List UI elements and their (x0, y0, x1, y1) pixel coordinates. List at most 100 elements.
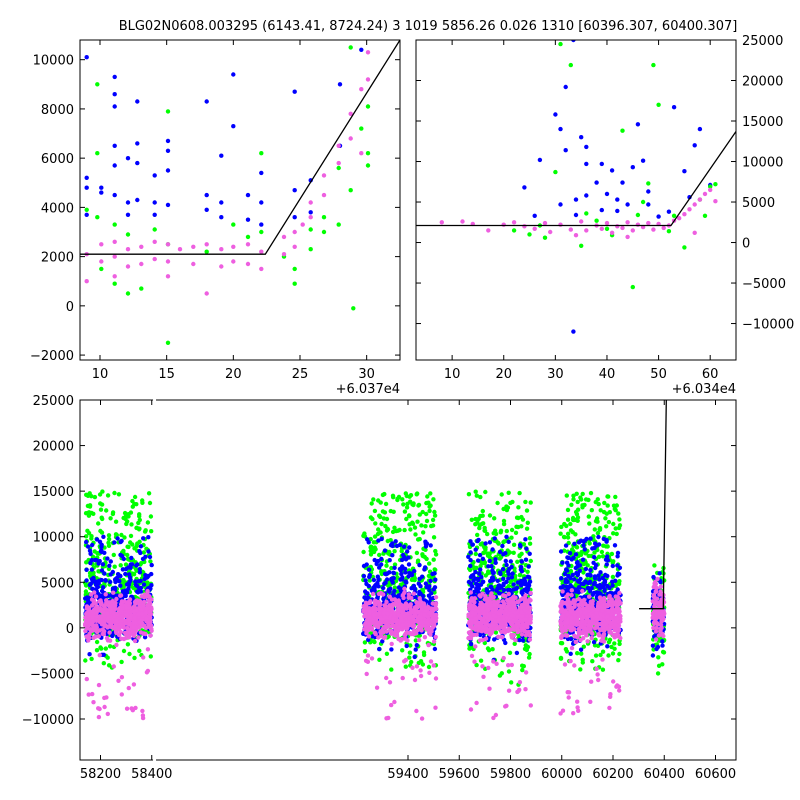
green-data-point (127, 651, 132, 657)
magenta-data-point (419, 716, 425, 721)
top-right-x-offset-label: +6.034e4 (672, 382, 736, 397)
magenta-data-point (625, 220, 630, 225)
green-data-point (407, 514, 412, 519)
blue-data-point (400, 575, 405, 580)
blue-data-point (204, 99, 209, 104)
blue-data-point (371, 577, 377, 583)
x-tick-label: 40 (599, 367, 616, 382)
green-data-point (408, 527, 413, 532)
magenta-data-point (467, 606, 472, 612)
green-data-point (89, 510, 94, 516)
blue-data-point (99, 577, 104, 583)
magenta-data-point (365, 50, 371, 55)
magenta-data-point (481, 620, 487, 625)
blue-data-point (469, 573, 475, 578)
magenta-data-point (134, 608, 139, 613)
green-data-point (105, 655, 110, 660)
green-data-point (510, 499, 515, 505)
green-data-point (604, 511, 609, 516)
green-data-point (609, 551, 615, 557)
magenta-data-point (98, 608, 103, 613)
green-data-point (152, 227, 157, 232)
blue-data-point (99, 190, 104, 195)
magenta-data-point (361, 604, 366, 609)
magenta-data-point (416, 637, 422, 643)
magenta-data-point (433, 705, 438, 710)
green-data-point (483, 573, 488, 578)
magenta-data-point (481, 611, 487, 616)
green-data-point (409, 659, 414, 665)
green-data-point (604, 524, 609, 529)
blue-data-point (476, 578, 481, 583)
green-data-point (600, 649, 606, 654)
magenta-data-point (498, 611, 503, 617)
magenta-data-point (403, 622, 409, 627)
green-data-point (520, 517, 526, 522)
green-data-point (574, 545, 580, 550)
magenta-data-point (84, 604, 90, 609)
green-data-point (617, 651, 622, 657)
blue-data-point (403, 566, 408, 572)
magenta-data-point (491, 715, 496, 721)
magenta-data-point (336, 143, 341, 148)
blue-data-point (526, 586, 531, 591)
blue-data-point (90, 542, 95, 548)
blue-data-point (522, 185, 527, 190)
green-data-point (417, 633, 422, 638)
magenta-data-point (125, 264, 131, 269)
magenta-data-point (292, 229, 297, 235)
blue-data-point (387, 589, 392, 594)
magenta-data-point (375, 612, 380, 617)
blue-data-point (508, 559, 513, 564)
blue-data-point (165, 148, 171, 153)
green-data-point (613, 526, 618, 531)
magenta-data-point (259, 266, 264, 272)
magenta-data-point (496, 617, 502, 622)
magenta-data-point (143, 625, 149, 631)
green-data-point (525, 569, 530, 574)
green-data-point (594, 218, 599, 223)
blue-data-point (475, 538, 480, 544)
green-data-point (379, 569, 384, 575)
magenta-data-point (433, 618, 439, 623)
green-data-point (420, 509, 425, 515)
green-data-point (558, 655, 564, 661)
blue-data-point (149, 583, 154, 588)
blue-data-point (584, 144, 589, 150)
green-data-point (579, 497, 584, 502)
x-tick-label: 20 (495, 367, 512, 382)
magenta-data-point (412, 605, 418, 610)
green-data-point (392, 525, 397, 530)
blue-data-point (259, 170, 264, 176)
magenta-data-point (625, 234, 630, 240)
magenta-data-point (373, 630, 378, 636)
blue-data-point (135, 141, 140, 146)
magenta-data-point (141, 655, 146, 660)
magenta-data-point (400, 622, 405, 628)
blue-data-point (476, 586, 481, 591)
green-data-point (402, 509, 408, 514)
blue-data-point (99, 544, 104, 549)
blue-data-point (84, 567, 89, 572)
magenta-data-point (139, 261, 144, 267)
blue-data-point (604, 191, 610, 197)
magenta-data-point (83, 628, 88, 634)
magenta-data-point (494, 661, 499, 666)
magenta-data-point (508, 620, 514, 625)
green-data-point (666, 229, 672, 234)
green-data-point (610, 651, 616, 656)
green-data-point (603, 516, 608, 521)
green-data-point (125, 642, 131, 647)
blue-data-point (424, 541, 430, 546)
blue-data-point (84, 175, 89, 180)
magenta-data-point (137, 619, 142, 625)
magenta-data-point (363, 612, 369, 617)
magenta-data-point (245, 242, 251, 247)
magenta-data-point (140, 708, 145, 714)
magenta-data-point (422, 635, 428, 640)
magenta-data-point (384, 618, 389, 623)
magenta-data-point (348, 111, 353, 117)
magenta-data-point (98, 617, 104, 622)
green-data-point (478, 494, 483, 500)
magenta-data-point (491, 613, 496, 618)
